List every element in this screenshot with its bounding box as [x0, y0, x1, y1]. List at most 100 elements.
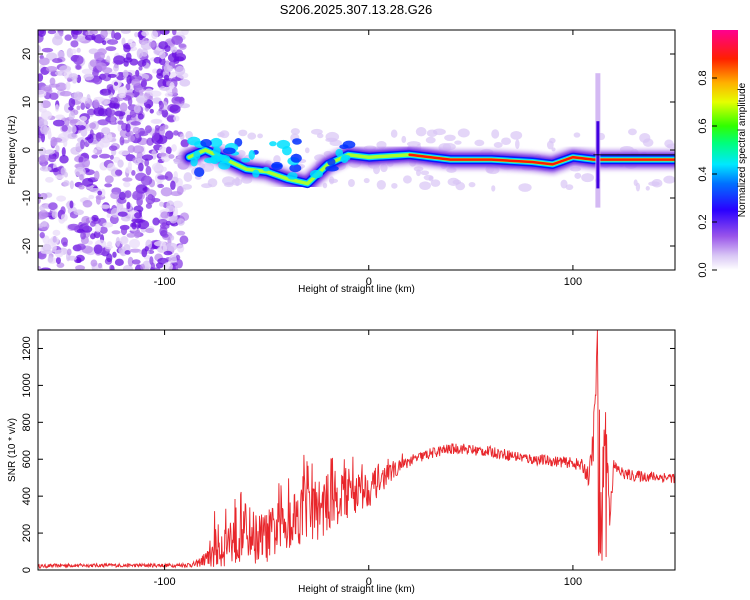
ridge-blob	[339, 144, 349, 150]
noise-blob	[171, 35, 183, 46]
noise-blob	[663, 175, 675, 184]
noise-blob	[107, 73, 117, 78]
noise-blob	[130, 121, 141, 126]
noise-blob	[86, 108, 96, 116]
noise-blob	[157, 175, 169, 180]
noise-blob	[38, 73, 44, 82]
noise-blob	[38, 192, 41, 198]
noise-blob	[645, 186, 650, 191]
noise-blob	[175, 49, 184, 57]
noise-blob	[126, 201, 131, 210]
noise-blob	[159, 85, 170, 91]
noise-blob	[106, 39, 119, 45]
colorbar-axis: 0.0 0.2 0.4 0.6 0.8 Normalized spectral ampli…	[697, 70, 748, 277]
noise-blob	[123, 243, 131, 253]
x-tick-label: 100	[564, 576, 582, 588]
noise-blob	[491, 185, 496, 192]
noise-blob	[376, 179, 386, 190]
noise-blob	[163, 250, 173, 256]
noise-blob	[44, 149, 56, 155]
noise-blob	[133, 228, 141, 239]
noise-blob	[38, 89, 47, 98]
noise-blob	[171, 77, 181, 82]
noise-blob	[102, 222, 114, 228]
noise-blob	[179, 133, 185, 140]
ridge-blob	[290, 153, 302, 163]
noise-blob	[100, 204, 110, 209]
ridge-blob	[204, 157, 217, 164]
noise-blob	[60, 213, 68, 222]
x-tick-label: -100	[154, 276, 176, 288]
noise-blob	[565, 184, 574, 191]
noise-blob	[163, 261, 173, 270]
noise-blob	[52, 167, 59, 173]
noise-blob	[67, 255, 77, 261]
noise-blob	[117, 159, 124, 168]
noise-blob	[118, 94, 126, 99]
noise-blob	[151, 132, 160, 142]
noise-blob	[76, 47, 81, 53]
noise-blob	[68, 111, 75, 120]
ridge-blob	[222, 147, 236, 155]
noise-blob	[132, 145, 145, 154]
noise-blob	[38, 102, 44, 111]
noise-blob	[152, 217, 160, 226]
noise-blob	[105, 46, 117, 52]
noise-blob	[39, 192, 48, 200]
noise-blob	[40, 124, 49, 135]
noise-blob	[402, 175, 412, 184]
noise-blob	[112, 64, 120, 72]
noise-blob	[149, 108, 154, 114]
ridge-blob	[276, 139, 291, 149]
noise-blob	[80, 102, 86, 110]
noise-blob	[165, 220, 171, 226]
noise-blob	[238, 129, 248, 137]
noise-blob	[75, 64, 82, 70]
noise-blob	[107, 133, 113, 139]
noise-blob	[158, 41, 169, 50]
noise-blob	[290, 128, 300, 135]
noise-blob	[168, 254, 177, 264]
noise-blob	[633, 179, 638, 186]
noise-blob	[125, 83, 131, 91]
noise-blob	[64, 117, 70, 127]
noise-blob	[158, 101, 164, 110]
noise-blob	[122, 69, 129, 78]
noise-blob	[90, 259, 98, 267]
noise-blob	[201, 183, 213, 189]
noise-blob	[134, 32, 139, 38]
noise-blob	[144, 125, 152, 134]
noise-blob	[127, 134, 136, 142]
noise-blob	[125, 123, 131, 133]
noise-blob	[117, 120, 124, 125]
noise-blob	[131, 259, 141, 265]
y-tick-label: 1000	[21, 373, 33, 397]
noise-blob	[73, 209, 84, 216]
noise-blob	[127, 256, 134, 267]
noise-blob	[181, 183, 193, 190]
noise-blob	[560, 179, 568, 189]
noise-blob	[104, 183, 113, 188]
noise-blob	[273, 155, 281, 164]
noise-blob	[363, 177, 370, 184]
noise-blob	[159, 51, 166, 60]
noise-blob	[153, 56, 162, 64]
noise-blob	[137, 113, 144, 120]
noise-blob	[141, 48, 149, 57]
noise-blob	[89, 59, 98, 68]
noise-blob	[42, 243, 52, 252]
noise-blob	[50, 236, 59, 245]
x-tick-label: 100	[564, 276, 582, 288]
noise-blob	[97, 190, 103, 196]
noise-blob	[114, 110, 126, 117]
noise-blob	[64, 171, 69, 178]
ridge-blob	[341, 154, 351, 161]
noise-blob	[147, 193, 154, 201]
noise-blob	[98, 153, 111, 159]
noise-blob	[97, 108, 109, 117]
noise-blob	[38, 156, 47, 163]
noise-blob	[118, 191, 126, 201]
noise-blob	[43, 86, 52, 91]
noise-blob	[179, 79, 191, 87]
